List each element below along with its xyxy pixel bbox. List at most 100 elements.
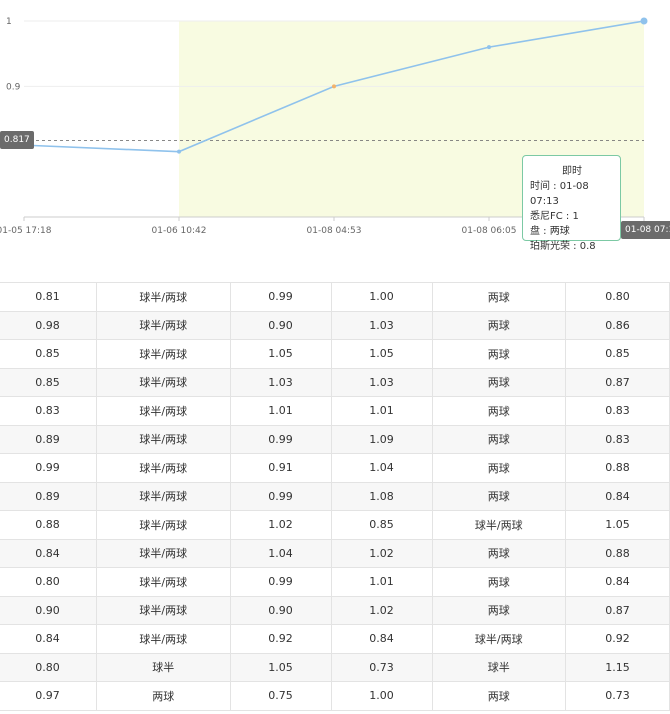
table-row: 0.89 球半/两球 0.99 1.09 两球 0.83	[0, 424, 670, 454]
y-tick-label: 1	[6, 17, 12, 27]
table-cell: 两球	[431, 481, 566, 511]
data-point	[487, 45, 491, 50]
table-cell: 两球	[431, 424, 566, 454]
tooltip-line: 珀斯光荣 : 0.8	[530, 241, 596, 252]
x-tick-label: 01-08 06:05	[462, 226, 517, 236]
table-cell: 0.99	[229, 282, 332, 312]
table-cell: 0.80	[0, 567, 98, 597]
table-cell: 球半	[431, 652, 566, 682]
table-row: 0.80 球半 1.05 0.73 球半 1.15	[0, 652, 670, 682]
data-point	[640, 17, 648, 25]
table-cell: 0.81	[0, 282, 98, 312]
table-cell: 两球	[431, 367, 566, 397]
table-cell: 1.03	[330, 310, 433, 340]
table-cell: 1.02	[229, 510, 332, 540]
table-row: 0.89 球半/两球 0.99 1.08 两球 0.84	[0, 481, 670, 511]
table-row: 0.99 球半/两球 0.91 1.04 两球 0.88	[0, 453, 670, 483]
table-cell: 两球	[431, 681, 566, 711]
table-cell: 1.03	[229, 367, 332, 397]
table-cell: 0.99	[229, 481, 332, 511]
table-cell: 1.01	[229, 396, 332, 426]
odds-chart: 1 0.9 01-05 17:18 01-06 10:42 01-08 04:53 01-…	[0, 0, 670, 252]
table-cell: 0.84	[0, 538, 98, 568]
table-cell: 0.85	[0, 367, 98, 397]
table-row: 0.85 球半/两球 1.03 1.03 两球 0.87	[0, 367, 670, 397]
table-cell: 1.01	[330, 567, 433, 597]
table-cell: 两球	[431, 339, 566, 369]
table-row: 0.83 球半/两球 1.01 1.01 两球 0.83	[0, 396, 670, 426]
table-cell: 两球	[431, 282, 566, 312]
table-cell: 1.02	[330, 595, 433, 625]
table-cell: 0.87	[564, 367, 670, 397]
table-cell: 0.83	[564, 396, 670, 426]
table-cell: 0.86	[564, 310, 670, 340]
table-cell: 球半/两球	[96, 339, 231, 369]
table-row: 0.81 球半/两球 0.99 1.00 两球 0.80	[0, 282, 670, 312]
table-cell: 1.05	[229, 652, 332, 682]
table-cell: 0.99	[229, 567, 332, 597]
table-cell: 1.05	[330, 339, 433, 369]
tooltip-line: 悉尼FC : 1	[530, 211, 579, 222]
table-row: 0.88 球半/两球 1.02 0.85 球半/两球 1.05	[0, 510, 670, 540]
table-cell: 1.04	[229, 538, 332, 568]
table-cell: 0.99	[0, 453, 98, 483]
table-cell: 0.73	[564, 681, 670, 711]
table-cell: 球半/两球	[96, 424, 231, 454]
table-cell: 0.97	[0, 681, 98, 711]
table-cell: 0.84	[564, 481, 670, 511]
table-cell: 0.84	[564, 567, 670, 597]
table-cell: 1.00	[330, 681, 433, 711]
table-cell: 两球	[431, 595, 566, 625]
table-cell: 两球	[431, 538, 566, 568]
table-cell: 0.90	[0, 595, 98, 625]
table-cell: 1.04	[330, 453, 433, 483]
table-cell: 0.88	[564, 538, 670, 568]
table-cell: 0.83	[0, 396, 98, 426]
table-row: 0.80 球半/两球 0.99 1.01 两球 0.84	[0, 567, 670, 597]
table-cell: 两球	[431, 310, 566, 340]
table-cell: 0.88	[564, 453, 670, 483]
table-cell: 1.02	[330, 538, 433, 568]
table-cell: 球半/两球	[96, 510, 231, 540]
table-cell: 1.01	[330, 396, 433, 426]
table-cell: 球半/两球	[96, 481, 231, 511]
table-cell: 球半/两球	[96, 595, 231, 625]
table-cell: 两球	[431, 396, 566, 426]
table-cell: 0.84	[330, 624, 433, 654]
tooltip-line: 盘 : 两球	[530, 226, 570, 237]
chart-tooltip: 即时 时间 : 01-08 07:13 悉尼FC : 1 盘 : 两球 珀斯光荣…	[522, 155, 621, 252]
table-cell: 0.92	[229, 624, 332, 654]
table-cell: 0.80	[0, 652, 98, 682]
table-cell: 0.91	[229, 453, 332, 483]
table-cell: 球半/两球	[96, 367, 231, 397]
table-cell: 1.05	[564, 510, 670, 540]
table-row: 0.90 球半/两球 0.90 1.02 两球 0.87	[0, 595, 670, 625]
y-tick-label: 0.9	[6, 82, 21, 92]
tooltip-title: 即时	[562, 166, 582, 177]
table-cell: 球半/两球	[96, 310, 231, 340]
table-cell: 球半/两球	[96, 396, 231, 426]
table-cell: 1.15	[564, 652, 670, 682]
table-cell: 0.89	[0, 424, 98, 454]
table-cell: 球半/两球	[431, 624, 566, 654]
table-cell: 0.98	[0, 310, 98, 340]
data-point	[177, 149, 181, 154]
table-cell: 0.84	[0, 624, 98, 654]
table-cell: 1.05	[229, 339, 332, 369]
table-row: 0.85 球半/两球 1.05 1.05 两球 0.85	[0, 339, 670, 369]
table-cell: 球半/两球	[96, 567, 231, 597]
table-cell: 0.80	[564, 282, 670, 312]
table-cell: 1.03	[330, 367, 433, 397]
x-tick-label: 01-06 10:42	[152, 226, 207, 236]
table-cell: 1.09	[330, 424, 433, 454]
table-row: 0.84 球半/两球 0.92 0.84 球半/两球 0.92	[0, 624, 670, 654]
table-cell: 球半/两球	[96, 538, 231, 568]
data-point	[332, 84, 336, 89]
table-cell: 球半	[96, 652, 231, 682]
table-cell: 0.90	[229, 595, 332, 625]
x-tick-label: 01-08 04:53	[307, 226, 362, 236]
table-cell: 0.89	[0, 481, 98, 511]
table-cell: 0.85	[0, 339, 98, 369]
table-cell: 0.83	[564, 424, 670, 454]
odds-table: 0.81 球半/两球 0.99 1.00 两球 0.80 0.98 球半/两球 0.90 1.03…	[0, 282, 670, 711]
